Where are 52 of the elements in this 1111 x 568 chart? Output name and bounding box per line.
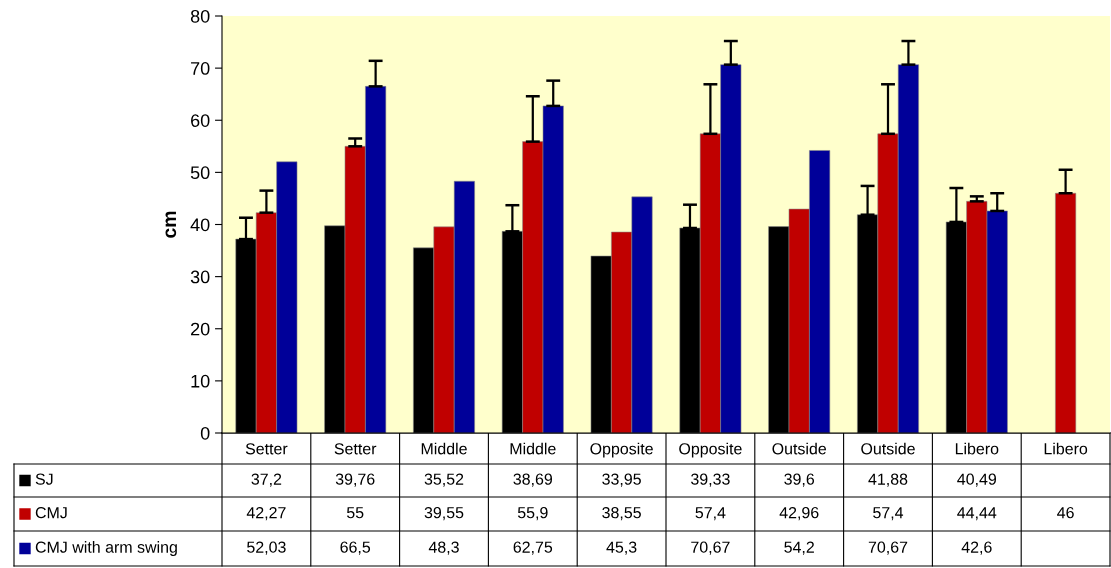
bar: [1055, 192, 1077, 433]
y-tick-label: 30: [190, 270, 210, 284]
data-label: 39,55: [424, 506, 464, 521]
y-tick-label: 70: [191, 62, 210, 75]
data-label: 62,75: [513, 541, 553, 555]
x-tick-label: Setter: [245, 443, 288, 455]
x-tick-label: Libero: [955, 442, 999, 455]
data-label: 55: [346, 507, 364, 519]
y-tick-label: 50: [190, 166, 210, 180]
data-label: 42,27: [246, 506, 286, 521]
data-label: 39,76: [335, 473, 375, 487]
legend-label: CMJ: [35, 506, 67, 519]
x-tick-label: Outside: [861, 442, 915, 455]
x-tick-label: Middle: [510, 442, 556, 455]
x-tick-label: Opposite: [590, 442, 653, 458]
data-label: 57,4: [873, 507, 904, 521]
data-label: 35,52: [424, 473, 464, 487]
data-label: 39,6: [784, 473, 815, 487]
data-label: 39,33: [691, 473, 730, 487]
data-label: 46: [1057, 506, 1074, 519]
y-tick-label: 10: [191, 374, 210, 388]
x-tick-label: Outside: [772, 442, 827, 455]
data-label: 38,55: [602, 506, 641, 521]
y-tick-label: 60: [191, 114, 210, 127]
legend-label: SJ: [35, 473, 53, 485]
data-label: 66,5: [340, 541, 371, 555]
y-axis-title: cm: [165, 211, 177, 238]
x-tick-label: Opposite: [679, 442, 742, 458]
data-label: 54,2: [784, 541, 814, 555]
data-label: 41,88: [868, 473, 908, 487]
data-label: 42,96: [779, 506, 819, 521]
y-tick-label: 0: [200, 426, 210, 440]
data-label: 33,95: [602, 473, 641, 487]
data-label: 52,03: [247, 541, 286, 555]
x-tick-label: Middle: [421, 442, 467, 455]
data-label: 57,4: [695, 507, 726, 521]
data-label: 70,67: [868, 541, 908, 555]
data-label: 42,6: [961, 541, 992, 555]
data-label: 70,67: [691, 541, 730, 555]
data-label: 55,9: [517, 506, 548, 521]
x-tick-label: Libero: [1044, 442, 1088, 455]
x-tick-label: Setter: [334, 443, 377, 455]
y-tick-label: 40: [190, 218, 210, 232]
data-label: 44,44: [957, 507, 997, 521]
data-label: 37,2: [251, 473, 282, 487]
data-label: 48,3: [428, 541, 459, 555]
data-label: 40,49: [957, 473, 997, 487]
data-label: 45,3: [606, 541, 637, 555]
data-label: 38,69: [513, 473, 553, 487]
legend-label: CMJ with arm swing: [35, 541, 177, 556]
y-tick-label: 80: [190, 9, 210, 23]
y-tick-label: 20: [191, 322, 210, 336]
